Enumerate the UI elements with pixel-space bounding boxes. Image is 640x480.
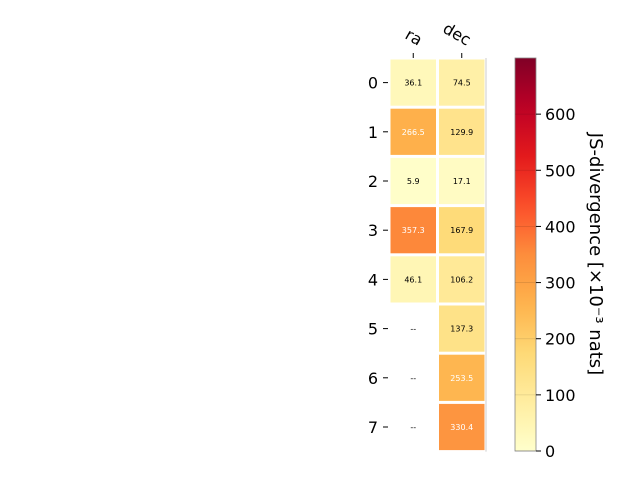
heatmap-cell	[390, 157, 436, 205]
colorbar-tick-label: 300	[545, 274, 576, 293]
cell-value-label: 266.5	[402, 128, 425, 137]
colorbar-gradient	[514, 57, 537, 452]
colorbar-label: JS-divergence [×10⁻³ nats]	[585, 132, 606, 375]
column-tick-label: dec	[440, 19, 474, 50]
heatmap-cell	[439, 403, 485, 451]
colorbar-tick-label: 200	[545, 330, 576, 349]
cell-value-label: 17.1	[453, 177, 471, 186]
colorbar: 0 100 200 300 400 500 600	[514, 57, 576, 461]
cell-value-label: --	[410, 325, 416, 334]
colorbar-tick-label: 0	[545, 442, 555, 461]
heatmap-cell	[390, 256, 436, 303]
heatmap-cell	[439, 305, 485, 352]
colorbar-tick-label: 100	[545, 386, 576, 405]
colorbar-tick-label: 600	[545, 105, 576, 124]
cell-value-label: 5.9	[407, 177, 420, 186]
cell-value-label: 330.4	[450, 423, 473, 432]
cell-value-label: 36.1	[404, 79, 422, 88]
colorbar-tick-label: 400	[545, 217, 576, 236]
column-axis: ra dec	[402, 19, 474, 58]
cell-value-label: 137.3	[450, 325, 473, 334]
heatmap-cells	[390, 58, 487, 452]
row-axis: 0 1 2 3 4 5 6 7	[368, 74, 388, 437]
row-tick-label: 2	[368, 172, 378, 191]
row-tick-label: 5	[368, 320, 378, 339]
row-tick-label: 1	[368, 123, 378, 142]
colorbar-tick-label: 500	[545, 161, 576, 180]
cell-value-label: 129.9	[450, 128, 473, 137]
cell-value-label: 106.2	[450, 275, 473, 284]
cell-value-label: 167.9	[450, 226, 473, 235]
heatmap-cell-labels: 36.1 74.5 266.5 129.9 5.9 17.1 357.3 167.9 46.1 1…	[402, 79, 473, 432]
row-tick-label: 7	[368, 418, 378, 437]
cell-value-label: --	[410, 374, 416, 383]
heatmap-cell	[439, 157, 485, 205]
heatmap-cell	[439, 354, 485, 401]
cell-value-label: --	[410, 423, 416, 432]
heatmap-cell	[390, 207, 436, 254]
column-tick-label: ra	[402, 25, 426, 50]
heatmap-cell	[439, 207, 485, 254]
cell-value-label: 74.5	[453, 79, 471, 88]
heatmap-cell	[439, 256, 485, 303]
cell-value-label: 46.1	[404, 275, 422, 284]
row-tick-label: 4	[368, 270, 378, 289]
row-tick-label: 3	[368, 221, 378, 240]
heatmap-cell	[390, 108, 436, 155]
cell-value-label: 357.3	[402, 226, 425, 235]
heatmap-cell	[439, 108, 485, 155]
cell-value-label: 253.5	[450, 374, 473, 383]
heatmap-cell	[390, 59, 436, 106]
row-tick-label: 6	[368, 369, 378, 388]
row-tick-label: 0	[368, 74, 378, 93]
heatmap-cell	[439, 59, 485, 106]
